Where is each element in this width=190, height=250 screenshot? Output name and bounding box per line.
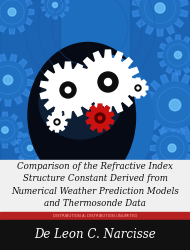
Polygon shape xyxy=(156,132,188,164)
Bar xyxy=(130,0,190,160)
Circle shape xyxy=(155,3,165,13)
Bar xyxy=(0,220,190,250)
Ellipse shape xyxy=(59,55,154,185)
Circle shape xyxy=(65,87,71,93)
Circle shape xyxy=(169,99,181,111)
Text: De Leon C. Narcisse: De Leon C. Narcisse xyxy=(34,228,156,241)
Bar xyxy=(0,212,190,220)
Circle shape xyxy=(2,127,8,133)
Circle shape xyxy=(27,145,33,151)
Polygon shape xyxy=(152,82,190,128)
Ellipse shape xyxy=(39,67,121,139)
Polygon shape xyxy=(15,133,45,163)
Circle shape xyxy=(54,119,60,125)
Polygon shape xyxy=(0,0,34,34)
Polygon shape xyxy=(41,0,69,19)
Polygon shape xyxy=(132,0,188,36)
Circle shape xyxy=(174,52,182,59)
Circle shape xyxy=(60,82,76,98)
Text: DISTRIBUTION A: DISTRIBUTION UNLIMITED: DISTRIBUTION A: DISTRIBUTION UNLIMITED xyxy=(53,214,137,218)
Circle shape xyxy=(95,113,105,123)
Bar xyxy=(0,160,190,212)
Circle shape xyxy=(135,85,141,91)
Circle shape xyxy=(98,72,118,92)
Bar xyxy=(0,0,60,160)
Polygon shape xyxy=(0,54,34,106)
Polygon shape xyxy=(0,117,18,143)
Circle shape xyxy=(137,87,139,89)
Polygon shape xyxy=(150,126,190,170)
Polygon shape xyxy=(76,50,140,114)
Polygon shape xyxy=(86,104,114,132)
Ellipse shape xyxy=(28,42,148,188)
Polygon shape xyxy=(40,62,96,118)
Circle shape xyxy=(3,75,13,85)
Polygon shape xyxy=(140,0,180,28)
Circle shape xyxy=(168,144,176,152)
Ellipse shape xyxy=(31,48,135,186)
Text: Comparison of the Refractive Index
Structure Constant Derived from
Numerical Wea: Comparison of the Refractive Index Struc… xyxy=(11,162,179,208)
Polygon shape xyxy=(158,35,190,75)
Circle shape xyxy=(56,121,58,123)
Circle shape xyxy=(105,78,112,86)
Polygon shape xyxy=(128,78,148,98)
Polygon shape xyxy=(164,41,190,69)
Polygon shape xyxy=(47,112,67,132)
Polygon shape xyxy=(0,112,23,148)
Bar xyxy=(68,148,90,160)
Polygon shape xyxy=(45,0,65,15)
Circle shape xyxy=(98,116,102,120)
Polygon shape xyxy=(0,61,27,99)
Polygon shape xyxy=(19,137,41,159)
Bar xyxy=(0,0,190,160)
Polygon shape xyxy=(0,0,28,28)
Polygon shape xyxy=(143,73,190,137)
Circle shape xyxy=(8,8,16,16)
Circle shape xyxy=(52,2,58,7)
